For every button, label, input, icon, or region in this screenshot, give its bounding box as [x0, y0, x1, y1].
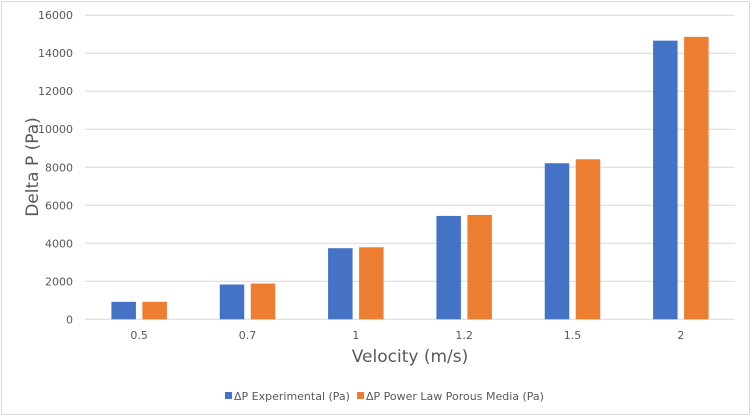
bar-power-law-2 — [684, 36, 709, 320]
y-tick-label: 12000 — [38, 85, 73, 98]
x-axis-title: Velocity (m/s) — [352, 347, 469, 367]
bar-power-law-0.5 — [142, 301, 167, 320]
bar-power-law-1.5 — [575, 159, 601, 320]
y-axis-ticks: 0 2000 4000 6000 8000 10000 12000 14000 16000 — [38, 9, 73, 326]
x-tick-label: 1 — [352, 329, 359, 342]
x-tick-label: 2 — [677, 329, 684, 342]
bar-power-law-1.2 — [467, 214, 492, 320]
gridlines — [85, 14, 735, 320]
x-tick-label: 1.2 — [455, 329, 473, 342]
bar-experimental-2 — [653, 40, 678, 320]
bars — [111, 36, 709, 320]
bar-experimental-1 — [328, 248, 353, 320]
legend-label: ΔP Experimental (Pa) — [234, 390, 350, 403]
bar-power-law-0.7 — [250, 283, 276, 320]
y-tick-label: 8000 — [45, 161, 73, 174]
legend-swatch — [357, 392, 364, 399]
x-axis-ticks: 0.5 0.7 1 1.2 1.5 2 — [130, 329, 684, 342]
y-axis-title: Delta P (Pa) — [23, 117, 43, 217]
bar-experimental-1.5 — [544, 163, 570, 320]
bar-experimental-1.2 — [436, 215, 461, 320]
y-tick-label: 4000 — [45, 237, 73, 250]
x-tick-label: 0.7 — [239, 329, 257, 342]
bar-experimental-0.7 — [219, 284, 245, 320]
legend-swatch — [225, 392, 232, 399]
y-tick-label: 10000 — [38, 123, 73, 136]
legend-label: ΔP Power Law Porous Media (Pa) — [366, 390, 544, 403]
y-tick-label: 6000 — [45, 199, 73, 212]
x-tick-label: 1.5 — [564, 329, 582, 342]
legend: ΔP Experimental (Pa) ΔP Power Law Porous … — [225, 390, 544, 403]
y-tick-label: 2000 — [45, 275, 73, 288]
bar-experimental-0.5 — [111, 301, 136, 320]
bar-power-law-1 — [359, 247, 384, 320]
x-tick-label: 0.5 — [130, 329, 148, 342]
y-tick-label: 16000 — [38, 9, 73, 22]
y-tick-label: 14000 — [38, 47, 73, 60]
y-tick-label: 0 — [66, 313, 73, 326]
